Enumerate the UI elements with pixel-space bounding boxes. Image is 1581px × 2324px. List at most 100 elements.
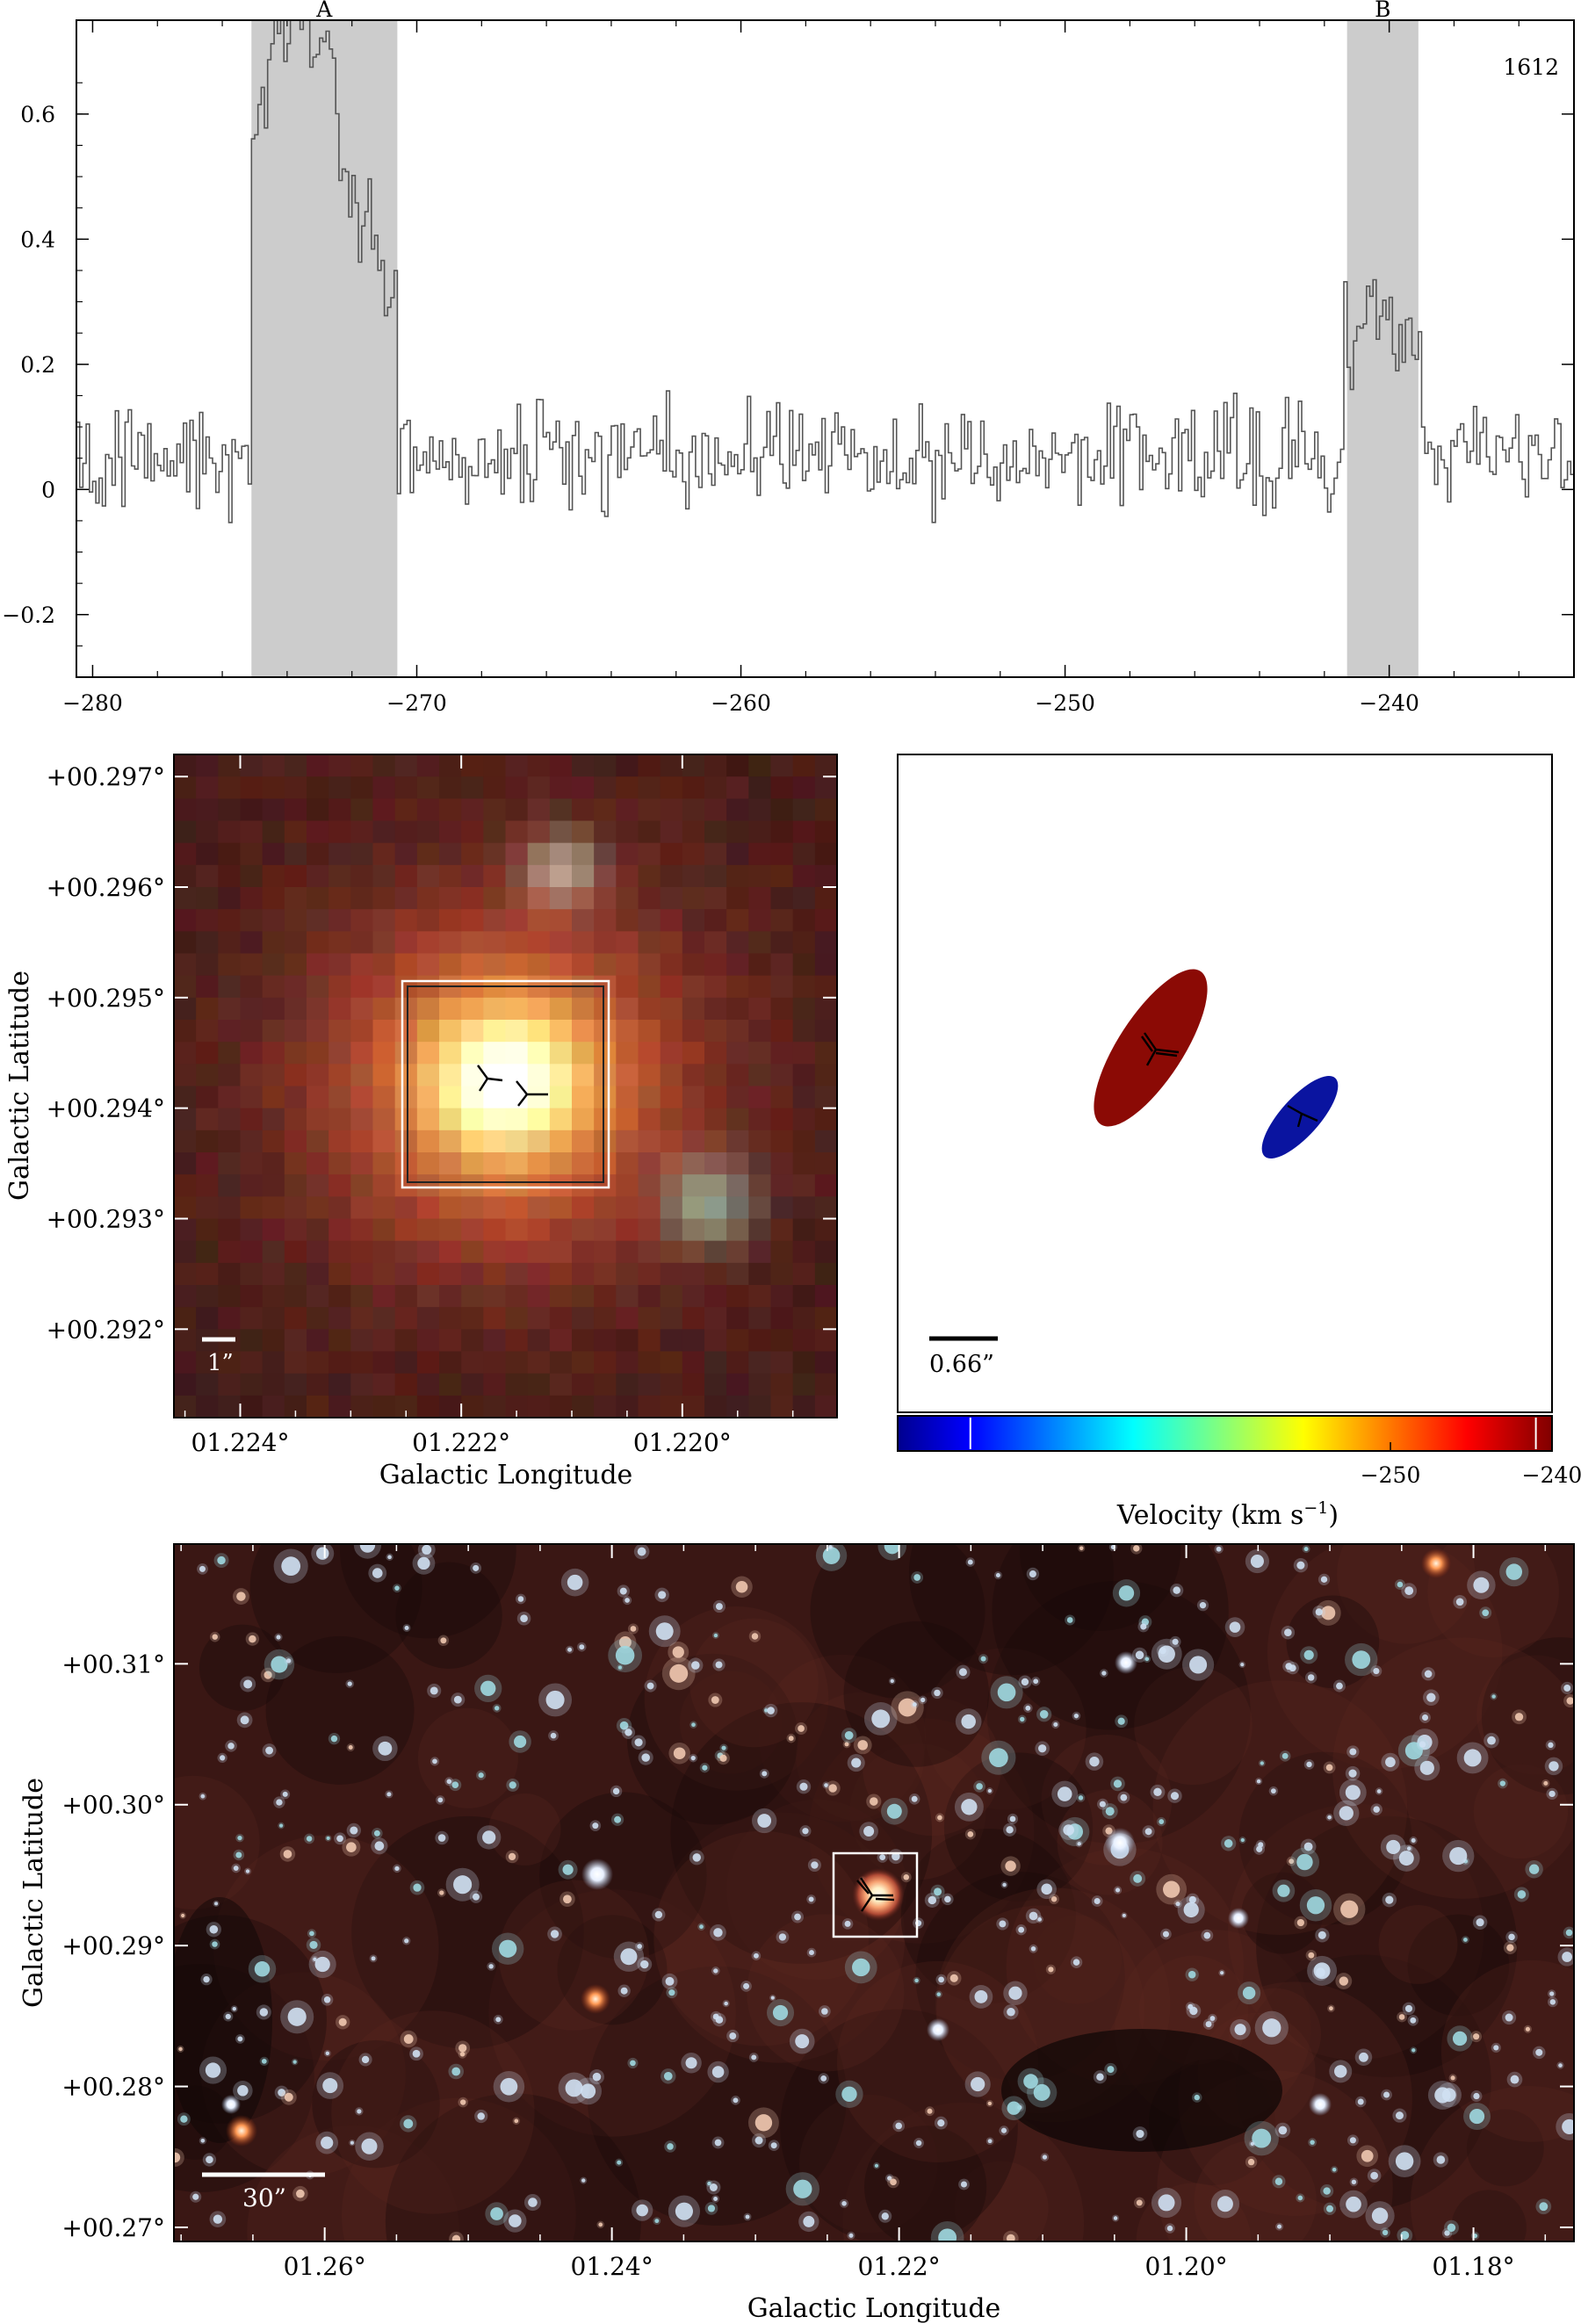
image-pixel <box>284 1130 307 1153</box>
image-pixel <box>416 1329 440 1353</box>
star <box>811 1861 819 1869</box>
image-pixel <box>328 1285 351 1308</box>
image-pixel <box>616 1285 639 1308</box>
image-pixel <box>394 1064 418 1087</box>
image-pixel <box>704 1285 727 1308</box>
image-pixel <box>483 1307 507 1330</box>
image-pixel <box>792 1020 816 1043</box>
image-pixel <box>549 1174 573 1197</box>
star <box>178 2046 183 2052</box>
image-pixel <box>660 1086 683 1109</box>
image-pixel <box>350 1240 374 1264</box>
star <box>1033 2083 1050 2101</box>
image-pixel <box>616 820 639 844</box>
star <box>282 1791 288 1797</box>
star <box>500 2077 518 2096</box>
star <box>1262 2018 1281 2038</box>
star <box>1170 1792 1180 1801</box>
star <box>509 2214 522 2227</box>
image-pixel <box>328 931 351 955</box>
star <box>1505 2013 1513 2022</box>
image-pixel <box>549 820 573 844</box>
star <box>798 1725 805 1732</box>
star <box>281 1556 301 1577</box>
image-pixel <box>660 1240 683 1264</box>
zoom-ticks: 01.224° 01.222° 01.220°+00.297°+00.296°+00… <box>47 754 849 1457</box>
image-pixel <box>748 1307 772 1330</box>
image-pixel <box>439 1108 462 1131</box>
star <box>200 2138 206 2143</box>
image-pixel <box>638 864 661 888</box>
image-pixel <box>616 1240 639 1264</box>
image-pixel <box>505 864 529 888</box>
star <box>630 2060 636 2067</box>
image-pixel <box>594 754 617 777</box>
star <box>1398 2014 1405 2020</box>
star <box>1421 1714 1429 1721</box>
image-pixel <box>638 1373 661 1397</box>
star <box>1463 1749 1482 1767</box>
star <box>1158 2194 1175 2212</box>
image-pixel <box>572 1307 595 1330</box>
star <box>1136 2199 1143 2206</box>
wide-xlabel: Galactic Longitude <box>747 2293 1001 2324</box>
image-pixel <box>505 1152 529 1175</box>
image-pixel <box>307 1064 329 1087</box>
star <box>1296 1561 1305 1570</box>
image-pixel <box>726 1130 749 1153</box>
image-pixel <box>284 1373 307 1397</box>
image-pixel <box>372 842 396 866</box>
x-tick-label: 01.18° <box>1432 2252 1514 2281</box>
image-pixel <box>660 953 683 977</box>
star <box>350 1826 358 1835</box>
star <box>691 1722 696 1728</box>
wide-ylabel: Galactic Latitude <box>18 1778 49 2008</box>
image-pixel <box>174 1218 197 1242</box>
image-pixel <box>262 909 285 932</box>
star <box>927 2108 933 2114</box>
image-pixel <box>505 1285 529 1308</box>
star <box>1203 1931 1211 1939</box>
image-pixel <box>328 1196 351 1220</box>
star <box>1260 1761 1264 1765</box>
star <box>1549 1761 1559 1772</box>
star <box>517 1596 524 1602</box>
image-pixel <box>594 1042 617 1065</box>
image-pixel <box>638 754 661 777</box>
image-pixel <box>660 1196 683 1220</box>
image-pixel <box>638 931 661 955</box>
star <box>892 1851 900 1861</box>
image-pixel <box>527 820 551 844</box>
image-pixel <box>483 1285 507 1308</box>
nebula-patch <box>1256 1815 1518 2077</box>
image-pixel <box>505 820 529 844</box>
star <box>200 1794 206 1799</box>
star <box>1351 2179 1357 2184</box>
star <box>890 1678 894 1684</box>
image-pixel <box>682 1373 705 1397</box>
nebula-patch <box>498 1880 649 2031</box>
image-pixel <box>748 1152 772 1175</box>
image-pixel <box>483 1240 507 1264</box>
star <box>1397 1581 1404 1588</box>
nebula-patch <box>1411 2086 1574 2241</box>
image-pixel <box>616 842 639 866</box>
image-pixel <box>770 842 794 866</box>
star <box>1122 1913 1126 1917</box>
image-pixel <box>307 997 329 1021</box>
star <box>1284 1628 1292 1637</box>
image-pixel <box>660 798 683 822</box>
image-pixel <box>307 1196 329 1220</box>
y-tick-label: +00.295° <box>47 984 165 1013</box>
image-pixel <box>416 1240 440 1264</box>
image-pixel <box>328 1108 351 1131</box>
image-pixel <box>174 909 197 932</box>
image-pixel <box>770 1285 794 1308</box>
star <box>1310 2140 1315 2145</box>
image-pixel <box>682 798 705 822</box>
bright-star <box>226 2115 257 2147</box>
image-pixel <box>284 1086 307 1109</box>
image-pixel <box>284 1351 307 1375</box>
star <box>373 1830 380 1837</box>
star <box>851 1757 862 1768</box>
